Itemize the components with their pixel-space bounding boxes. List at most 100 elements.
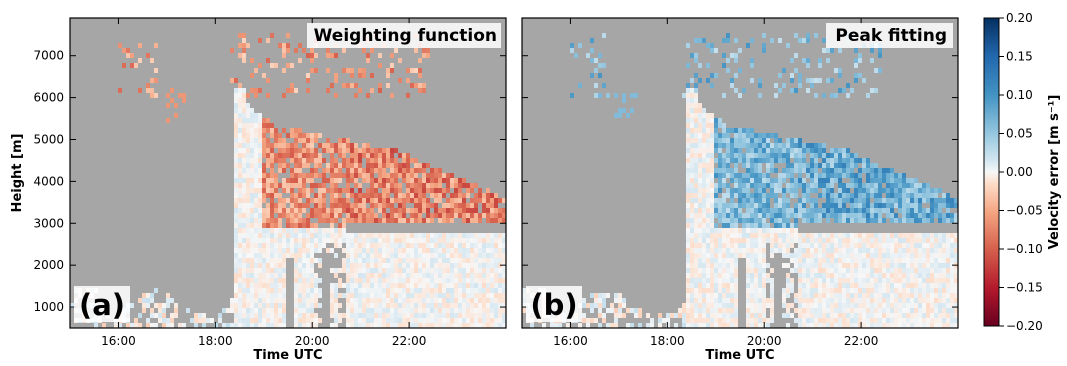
heatmap-cell <box>318 203 322 208</box>
heatmap-cell <box>874 298 878 303</box>
heatmap-cell <box>330 198 334 203</box>
heatmap-cell <box>262 323 266 328</box>
heatmap-cell <box>830 318 834 323</box>
heatmap-cell <box>726 158 730 163</box>
heatmap-cell <box>370 163 374 168</box>
heatmap-cell <box>390 203 394 208</box>
heatmap-cell <box>418 308 422 313</box>
heatmap-cell <box>794 88 798 93</box>
heatmap-cell <box>818 308 822 313</box>
heatmap-cell <box>822 188 826 193</box>
heatmap-cell <box>930 298 934 303</box>
heatmap-cell <box>882 218 886 223</box>
heatmap-cell <box>762 183 766 188</box>
heatmap-cell <box>890 173 894 178</box>
heatmap-cell <box>834 283 838 288</box>
heatmap-cell <box>814 143 818 148</box>
heatmap-cell <box>714 148 718 153</box>
heatmap-cell <box>746 138 750 143</box>
heatmap-cell <box>522 293 526 298</box>
heatmap-cell <box>274 283 278 288</box>
heatmap-cell <box>698 128 702 133</box>
heatmap-cell <box>594 318 598 323</box>
heatmap-cell <box>722 248 726 253</box>
heatmap-cell <box>754 318 758 323</box>
heatmap-cell <box>686 178 690 183</box>
heatmap-cell <box>694 193 698 198</box>
heatmap-cell <box>798 288 802 293</box>
heatmap-cell <box>386 163 390 168</box>
heatmap-cell <box>370 168 374 173</box>
heatmap-cell <box>850 208 854 213</box>
heatmap-cell <box>238 133 242 138</box>
heatmap-cell <box>298 298 302 303</box>
heatmap-cell <box>150 88 154 93</box>
heatmap-cell <box>386 323 390 328</box>
panel-a-x-axis-title: Time UTC <box>253 348 322 363</box>
heatmap-cell <box>278 138 282 143</box>
heatmap-cell <box>782 223 786 228</box>
heatmap-cell <box>250 73 254 78</box>
heatmap-cell <box>366 218 370 223</box>
heatmap-cell <box>358 298 362 303</box>
heatmap-cell <box>462 313 466 318</box>
heatmap-cell <box>690 213 694 218</box>
heatmap-cell <box>286 133 290 138</box>
heatmap-cell <box>754 213 758 218</box>
heatmap-cell <box>358 293 362 298</box>
heatmap-cell <box>482 193 486 198</box>
heatmap-cell <box>362 203 366 208</box>
heatmap-cell <box>838 248 842 253</box>
heatmap-cell <box>910 208 914 213</box>
heatmap-cell <box>826 273 830 278</box>
heatmap-cell <box>502 233 506 238</box>
heatmap-cell <box>866 208 870 213</box>
heatmap-cell <box>142 308 146 313</box>
heatmap-cell <box>426 163 430 168</box>
heatmap-cell <box>930 293 934 298</box>
heatmap-cell <box>890 273 894 278</box>
heatmap-cell <box>238 263 242 268</box>
heatmap-cell <box>870 308 874 313</box>
heatmap-cell <box>746 268 750 273</box>
heatmap-cell <box>258 278 262 283</box>
heatmap-cell <box>326 168 330 173</box>
heatmap-cell <box>250 168 254 173</box>
heatmap-cell <box>858 203 862 208</box>
heatmap-cell <box>118 43 122 48</box>
heatmap-cell <box>266 58 270 63</box>
heatmap-cell <box>246 323 250 328</box>
heatmap-cell <box>902 173 906 178</box>
heatmap-cell <box>830 273 834 278</box>
heatmap-cell <box>838 213 842 218</box>
heatmap-cell <box>246 278 250 283</box>
heatmap-cell <box>406 323 410 328</box>
heatmap-cell <box>314 158 318 163</box>
heatmap-cell <box>402 173 406 178</box>
heatmap-cell <box>358 88 362 93</box>
heatmap-cell <box>774 248 778 253</box>
heatmap-cell <box>354 248 358 253</box>
heatmap-cell <box>458 203 462 208</box>
heatmap-cell <box>810 278 814 283</box>
heatmap-cell <box>806 148 810 153</box>
heatmap-cell <box>174 313 178 318</box>
heatmap-cell <box>242 33 246 38</box>
heatmap-cell <box>442 308 446 313</box>
heatmap-cell <box>374 283 378 288</box>
heatmap-cell <box>306 218 310 223</box>
heatmap-cell <box>786 188 790 193</box>
heatmap-cell <box>838 273 842 278</box>
heatmap-cell <box>746 143 750 148</box>
heatmap-cell <box>362 278 366 283</box>
heatmap-cell <box>430 248 434 253</box>
heatmap-cell <box>358 158 362 163</box>
heatmap-cell <box>942 203 946 208</box>
heatmap-cell <box>838 313 842 318</box>
heatmap-cell <box>382 163 386 168</box>
heatmap-cell <box>302 258 306 263</box>
heatmap-cell <box>298 253 302 258</box>
heatmap-cell <box>758 303 762 308</box>
heatmap-cell <box>894 258 898 263</box>
heatmap-cell <box>298 203 302 208</box>
